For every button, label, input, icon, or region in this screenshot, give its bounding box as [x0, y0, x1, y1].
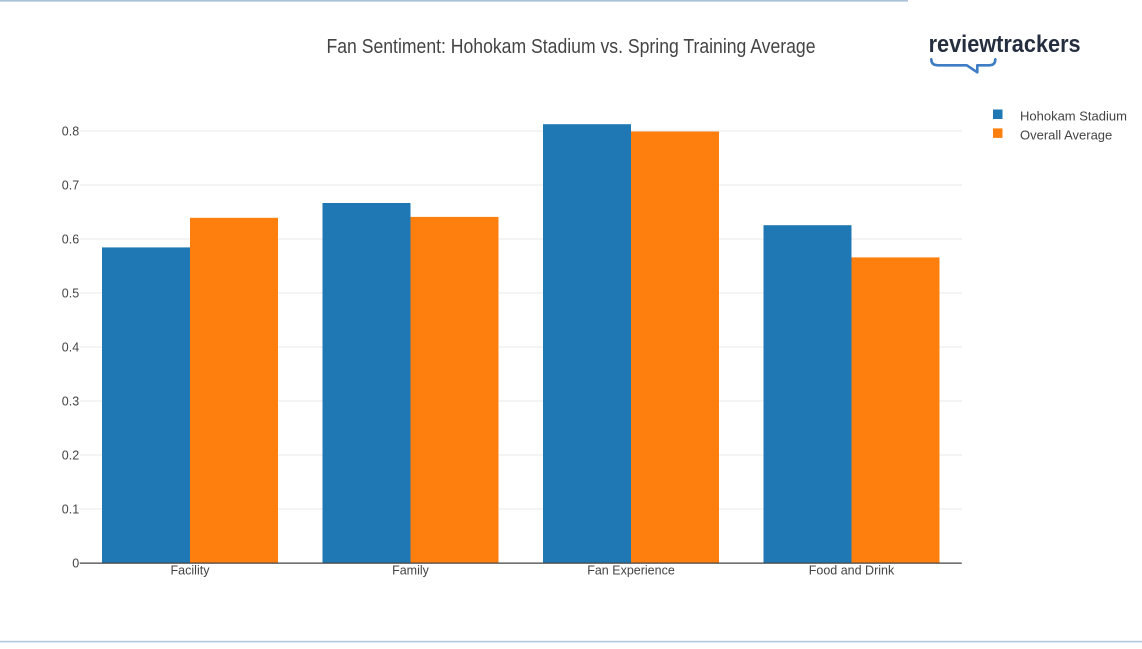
svg-text:0.5: 0.5 — [62, 287, 79, 301]
svg-text:Fan Sentiment: Hohokam Stadium: Fan Sentiment: Hohokam Stadium vs. Sprin… — [327, 36, 816, 58]
svg-text:Hohokam Stadium: Hohokam Stadium — [1020, 109, 1127, 124]
svg-text:0.2: 0.2 — [62, 449, 79, 463]
svg-text:0.3: 0.3 — [62, 395, 79, 409]
svg-text:reviewtrackers: reviewtrackers — [929, 31, 1081, 58]
svg-text:Overall Average: Overall Average — [1020, 128, 1112, 143]
svg-text:Facility: Facility — [171, 564, 211, 578]
svg-text:0.1: 0.1 — [62, 503, 79, 517]
svg-text:Family: Family — [392, 564, 430, 578]
svg-text:Fan Experience: Fan Experience — [587, 564, 675, 578]
svg-text:Food and Drink: Food and Drink — [809, 564, 895, 578]
svg-text:0.8: 0.8 — [62, 125, 79, 139]
svg-text:0: 0 — [72, 557, 79, 571]
svg-text:0.7: 0.7 — [62, 179, 79, 193]
svg-text:0.4: 0.4 — [62, 341, 79, 355]
svg-text:0.6: 0.6 — [62, 233, 79, 247]
